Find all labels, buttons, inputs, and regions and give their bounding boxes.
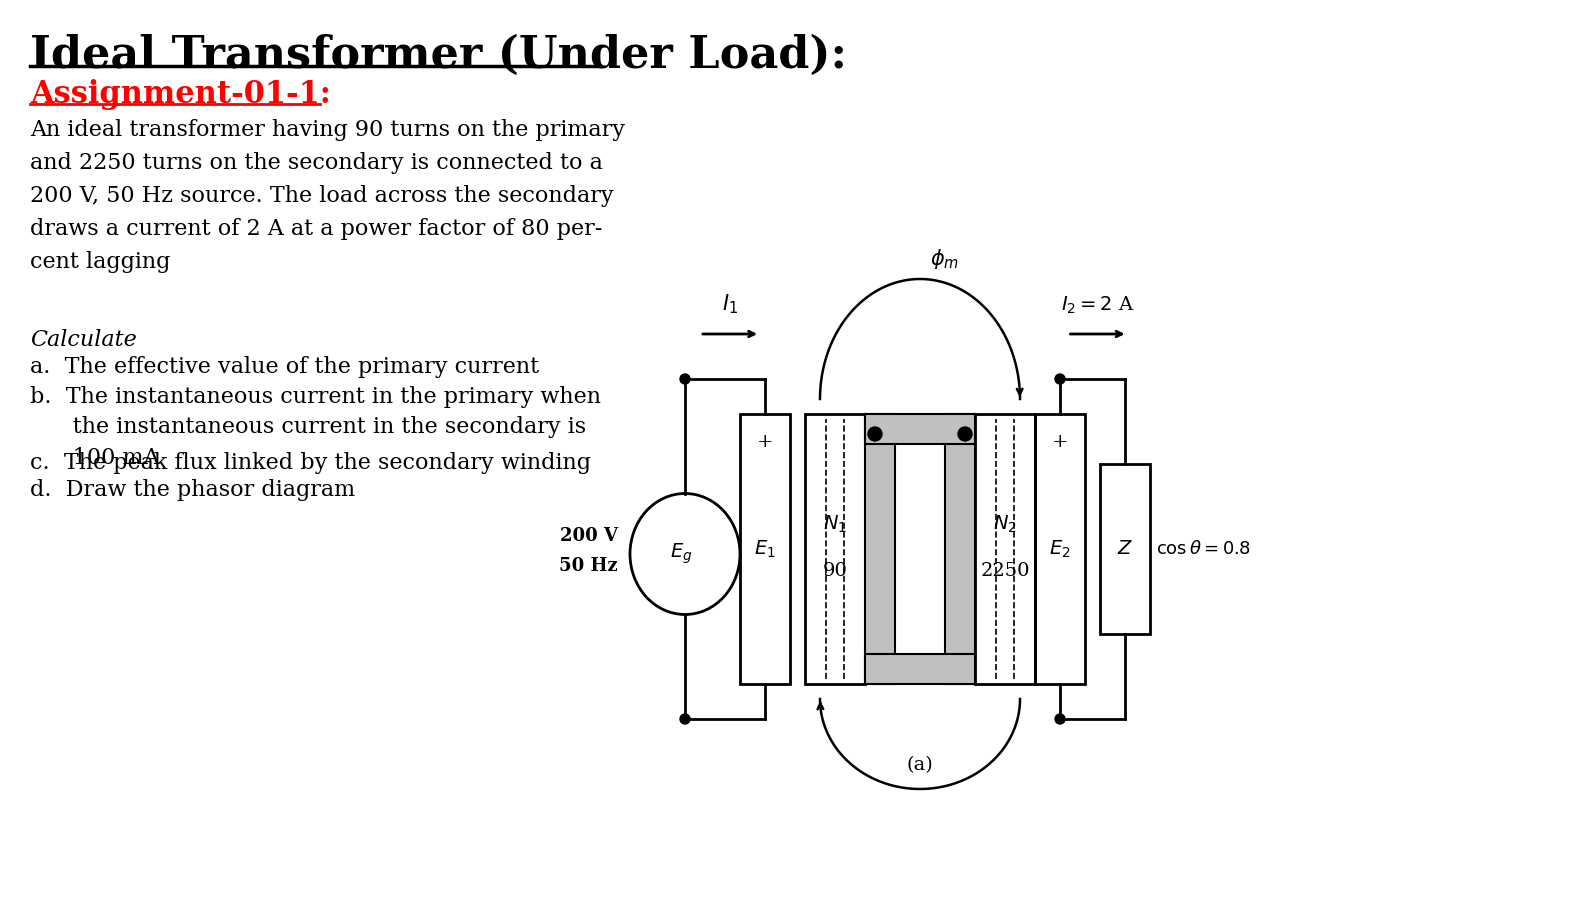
Bar <box>1100 464 1151 634</box>
Circle shape <box>1055 714 1066 724</box>
Bar <box>974 414 1036 684</box>
Text: +: + <box>1051 433 1069 451</box>
Text: $N_1$: $N_1$ <box>823 514 847 535</box>
Text: b.  The instantaneous current in the primary when
      the instantaneous curren: b. The instantaneous current in the prim… <box>30 386 601 469</box>
Bar <box>866 414 896 684</box>
Circle shape <box>680 374 689 384</box>
Bar <box>804 414 866 684</box>
Text: a.  The effective value of the primary current: a. The effective value of the primary cu… <box>30 356 540 378</box>
Text: 200 V: 200 V <box>560 527 619 545</box>
Circle shape <box>867 427 881 441</box>
Bar <box>740 414 790 684</box>
Text: $E_g$: $E_g$ <box>671 541 693 566</box>
Bar <box>866 654 974 684</box>
Text: 2250: 2250 <box>981 562 1029 580</box>
Text: $I_2 = 2$ A: $I_2 = 2$ A <box>1061 295 1135 316</box>
Text: $E_2$: $E_2$ <box>1050 539 1070 560</box>
Circle shape <box>1055 374 1066 384</box>
Text: $\phi_m$: $\phi_m$ <box>930 247 959 271</box>
Text: 90: 90 <box>823 562 847 580</box>
Text: Ideal Transformer (Under Load):: Ideal Transformer (Under Load): <box>30 34 847 77</box>
Circle shape <box>959 427 973 441</box>
Text: (a): (a) <box>907 756 933 774</box>
Bar <box>1036 414 1084 684</box>
Bar <box>944 414 974 684</box>
Text: Assignment-01-1:: Assignment-01-1: <box>30 79 331 110</box>
Text: +: + <box>757 433 773 451</box>
Text: $E_1$: $E_1$ <box>754 539 776 560</box>
Text: $N_2$: $N_2$ <box>993 514 1017 535</box>
Text: $Z$: $Z$ <box>1118 540 1133 558</box>
Text: d.  Draw the phasor diagram: d. Draw the phasor diagram <box>30 479 356 501</box>
Text: An ideal transformer having 90 turns on the primary
and 2250 turns on the second: An ideal transformer having 90 turns on … <box>30 119 625 274</box>
Circle shape <box>680 714 689 724</box>
Text: Calculate: Calculate <box>30 329 137 351</box>
Text: $I_1$: $I_1$ <box>722 292 738 316</box>
Bar <box>866 414 974 444</box>
Text: c.  The peak flux linked by the secondary winding: c. The peak flux linked by the secondary… <box>30 452 590 474</box>
Text: $\cos\theta = 0.8$: $\cos\theta = 0.8$ <box>1155 540 1251 558</box>
Text: 50 Hz: 50 Hz <box>559 557 619 575</box>
